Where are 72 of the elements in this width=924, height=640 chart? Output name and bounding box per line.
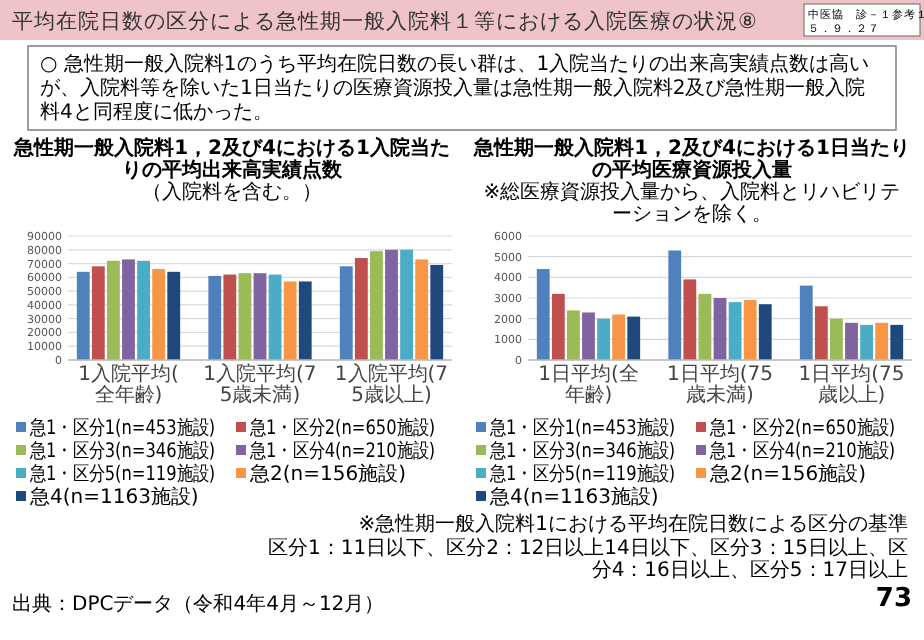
legend-label: 急1・区分1(n=453施設) [488,416,676,441]
bar [567,310,580,360]
x-tick-label: 1日平均(75歳未満) [667,362,773,407]
bar [890,324,904,360]
chart-title: 急性期一般入院料1，2及び4における1入院当たりの平均出来高実績点数 [12,136,450,182]
bar [107,260,120,360]
bar [283,281,297,360]
x-tick-label: 1日平均(全年齢) [538,362,639,407]
legend-label: 急1・区分3(n=346施設) [28,439,216,464]
bar [551,293,565,360]
bar [385,249,398,360]
legend-label: 急1・区分2(n=650施設) [708,416,896,441]
bar [668,250,682,360]
text: 平均在院日数の区分による急性期一般入院料１等における入院医療の状況⑧ [12,8,757,34]
x-tick-label: 1入院平均(全年齢) [78,362,179,407]
chart-subtitle: ※総医療資源投入量から、入院料とリハビリテーションを除く。 [483,180,901,226]
bar [582,312,595,360]
bar [728,302,742,360]
bar [845,322,858,360]
bar [400,249,413,360]
bar [167,271,181,360]
bar [597,318,610,360]
legend-label: 急1・区分5(n=119施設) [28,462,216,487]
legend-label: 急1・区分1(n=453施設) [28,416,216,441]
legend-label: 急4(n=1163施設) [28,485,199,509]
bar [76,271,90,360]
bar [799,285,813,360]
bar [683,279,697,360]
bar [339,266,353,360]
bar [713,298,727,360]
bar [122,259,135,360]
legend-label: 急1・区分2(n=650施設) [248,416,436,441]
bar [758,304,772,360]
bar [743,300,757,360]
bar [152,269,166,360]
bar [223,274,237,360]
x-tick-label: 1入院平均(75歳未満) [203,362,317,407]
chart-title: 急性期一般入院料1，2及び4における1日当たりの平均医療資源投入量 [472,136,910,182]
bar [370,251,383,360]
bar [298,281,312,360]
x-tick-label: 1日平均(75歳以上) [798,362,905,407]
legend-label: 急2(n=156施設) [708,462,867,486]
bar [238,273,252,360]
bar [860,324,873,360]
legend-label: 急4(n=1163施設) [488,485,659,509]
bar [268,274,282,360]
bar [627,316,641,360]
text: 73 [875,584,912,614]
legend-label: 急1・区分3(n=346施設) [488,439,676,464]
bar [208,275,222,360]
chart-subtitle: （入院料を含む。） [142,180,322,204]
legend-label: 急1・区分5(n=119施設) [488,462,676,487]
bar [91,266,105,360]
bar [698,293,712,360]
bar [415,259,429,360]
legend-label: 急1・区分4(n=210施設) [708,439,896,464]
bar [830,318,843,360]
bar [612,314,626,360]
legend-label: 急2(n=156施設) [248,462,407,486]
bar [253,273,267,360]
bar [875,322,889,360]
legend-label: 急1・区分4(n=210施設) [248,439,436,464]
text: ※急性期一般入院料1における平均在院日数による区分の基準 [358,512,908,536]
text: ○ 急性期一般入院料1のうち平均在院日数の長い群は、1入院当たりの出来高実績点数は高いが、入院料等を除いた1日当たりの医療資源投入量は急性期一般入院料2及び急性期一般入院料4と同程度に低かった。 [40,52,870,124]
x-tick-label: 1入院平均(75歳以上) [334,362,449,407]
text: 区分1：11日以下、区分2：12日以上14日以下、区分3：15日以上、区分4：16日以上、区分5：17日以上 [268,536,908,582]
bar [814,306,828,360]
source-note: 出典：DPCデータ（令和4年4月～12月） [12,592,385,616]
bar [536,269,550,360]
bar [137,260,150,360]
bar [430,264,444,360]
bar [354,258,368,360]
